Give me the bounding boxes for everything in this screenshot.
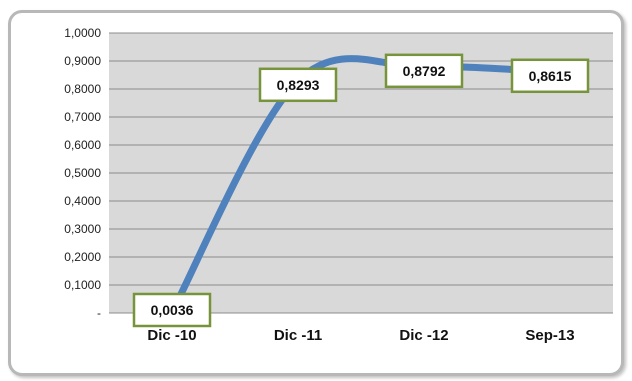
x-tick-label: Sep-13: [525, 327, 574, 344]
y-tick-label: 0,3000: [64, 222, 101, 236]
series-line: [168, 55, 554, 316]
data-label-text: 0,0036: [151, 302, 194, 318]
y-tick-label: 0,8000: [64, 82, 101, 96]
x-tick-label: Dic -10: [147, 327, 196, 344]
y-tick-label: 0,5000: [64, 166, 101, 180]
data-label-box: [384, 53, 464, 89]
x-tick-label: Dic -11: [274, 327, 322, 344]
data-label: 0,0036: [132, 292, 212, 328]
chart-frame: - 0,1000 0,2000 0,3000 0,4000 0,5000 0,6000 0,7…: [8, 10, 624, 376]
data-label-box: [258, 67, 338, 103]
y-tick-label: 0,2000: [64, 250, 101, 264]
y-tick-label: 0,6000: [64, 138, 101, 152]
data-label-text: 0,8615: [529, 68, 572, 84]
x-tick-label: Dic -12: [399, 327, 448, 344]
data-label: 0,8615: [510, 58, 590, 94]
y-tick-label: 0,7000: [64, 110, 101, 124]
y-tick-label: 0,4000: [64, 194, 101, 208]
data-label-box: [132, 292, 212, 328]
y-tick-label: -: [97, 306, 101, 320]
data-label: 0,8792: [384, 53, 464, 89]
data-labels: 0,0036 0,8293 0,8792 0,8615: [132, 53, 590, 328]
data-label-text: 0,8792: [403, 63, 446, 79]
data-label-box: [510, 58, 590, 94]
data-label-text: 0,8293: [277, 77, 320, 93]
y-tick-label: 1,0000: [64, 26, 101, 40]
data-label: 0,8293: [258, 67, 338, 103]
y-tick-label: 0,1000: [64, 278, 101, 292]
x-axis-tick-labels: Dic -10 Dic -11 Dic -12 Sep-13: [147, 327, 574, 344]
y-tick-label: 0,9000: [64, 54, 101, 68]
y-axis-tick-labels: - 0,1000 0,2000 0,3000 0,4000 0,5000 0,6000 0,7…: [64, 26, 101, 320]
line-chart: - 0,1000 0,2000 0,3000 0,4000 0,5000 0,6000 0,7…: [64, 26, 613, 344]
